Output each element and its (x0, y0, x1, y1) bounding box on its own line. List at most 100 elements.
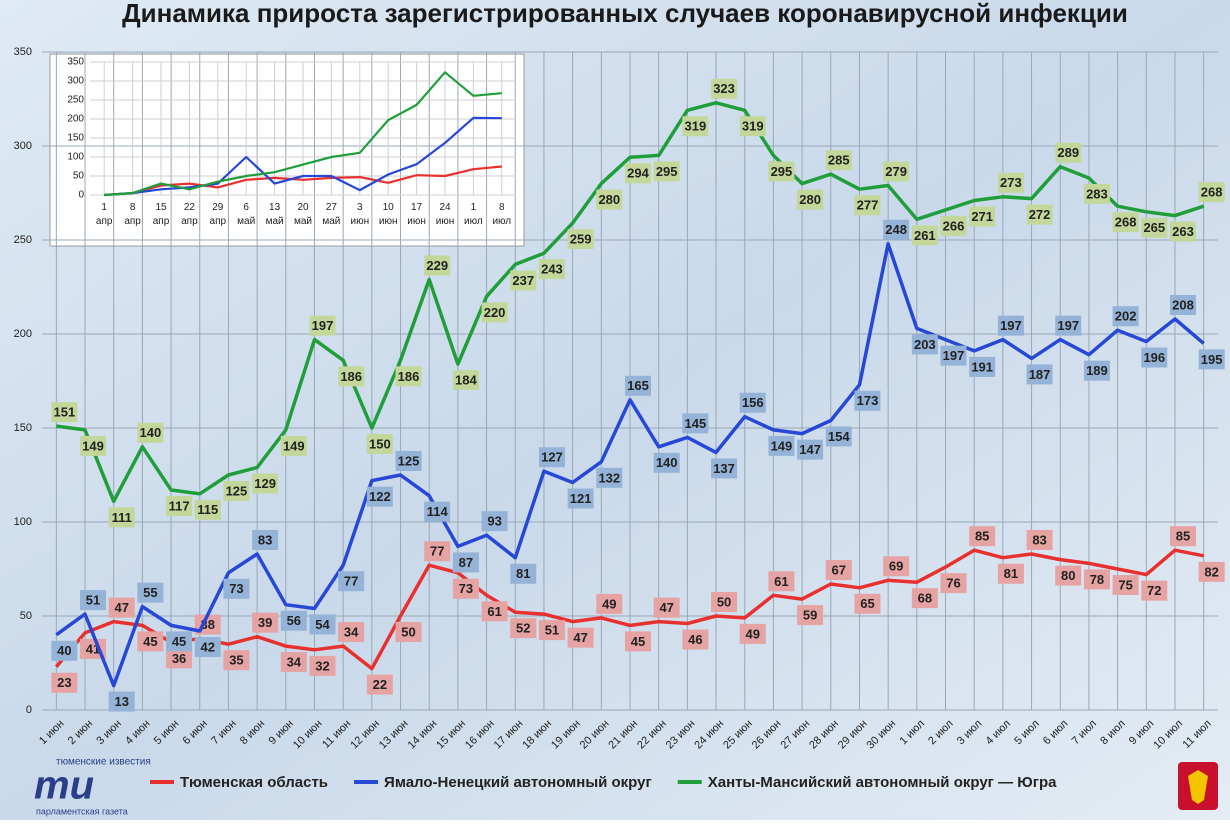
data-label: 197 (943, 348, 965, 363)
x-tick-label: 27 май (322, 202, 340, 227)
y-tick-label: 350 (67, 57, 84, 68)
brand-bottom: парламентская газета (36, 806, 128, 816)
data-label: 295 (771, 164, 793, 179)
data-label-box (80, 435, 107, 456)
data-label-box (1055, 565, 1082, 586)
series-line (55, 242, 1205, 688)
data-label-box (366, 486, 393, 507)
data-label: 50 (717, 594, 731, 609)
data-label-box (768, 161, 795, 182)
data-label: 186 (398, 369, 420, 384)
data-label-box (395, 622, 422, 642)
data-label: 319 (685, 119, 707, 134)
data-label: 52 (516, 621, 530, 636)
data-label-box (1169, 526, 1196, 547)
data-label: 268 (1201, 185, 1223, 200)
data-label-box (911, 588, 938, 609)
chart-title: Динамика прироста зарегистрированных слу… (122, 0, 1128, 28)
data-label: 111 (112, 510, 132, 525)
data-label-box (739, 392, 766, 413)
y-tick-label: 0 (78, 190, 84, 201)
data-label: 50 (401, 624, 415, 639)
data-label-box (653, 597, 680, 618)
data-label-box (538, 620, 565, 641)
y-tick-label: 150 (67, 133, 84, 144)
data-label-box (223, 481, 250, 501)
data-label-box (711, 458, 738, 479)
data-label-box (309, 315, 336, 336)
data-label-box (969, 356, 996, 377)
x-tick-label: 24 июн (436, 202, 455, 227)
data-label-box (338, 571, 365, 592)
data-label-box (797, 189, 824, 210)
y-tick-label: 0 (26, 704, 32, 716)
data-label-box (567, 488, 594, 509)
data-label-box (280, 652, 307, 673)
data-label: 145 (685, 416, 707, 431)
data-label-box (424, 541, 451, 562)
data-label: 45 (143, 634, 157, 649)
data-label-box (1112, 306, 1139, 327)
data-label: 203 (914, 337, 936, 352)
data-label-box (883, 556, 910, 577)
data-label: 75 (1118, 577, 1132, 592)
data-label: 149 (82, 438, 104, 453)
data-label: 69 (889, 559, 903, 574)
data-label-box (51, 672, 78, 693)
data-label: 196 (1143, 350, 1165, 365)
data-label-box (1026, 204, 1053, 225)
data-label-box (1083, 360, 1110, 381)
data-label: 45 (172, 634, 186, 649)
data-label-box (940, 573, 967, 594)
data-label: 125 (398, 453, 420, 468)
data-label: 42 (201, 639, 215, 654)
data-label-box (854, 195, 881, 216)
data-label: 32 (315, 658, 329, 673)
brand-mark: ти (34, 764, 94, 808)
data-label-box (252, 529, 279, 550)
data-label: 125 (226, 483, 248, 498)
data-label-box (940, 215, 967, 236)
data-label: 85 (975, 529, 989, 544)
data-label: 271 (971, 209, 993, 224)
data-label: 72 (1147, 583, 1161, 598)
data-label: 49 (745, 626, 759, 641)
data-label: 54 (315, 617, 330, 632)
data-label-box (51, 640, 78, 661)
data-label: 45 (631, 634, 645, 649)
data-label-box (481, 511, 508, 532)
brand-top: тюменские известия (56, 757, 151, 768)
data-label-box (366, 674, 393, 695)
data-label: 68 (918, 591, 932, 606)
data-label: 36 (172, 651, 186, 666)
x-tick-label: 29 апр (210, 202, 227, 227)
x-tick-label: 1 июл (464, 202, 483, 227)
data-label: 237 (512, 273, 534, 288)
data-label-box (1141, 217, 1168, 238)
data-label-box (309, 614, 336, 635)
y-tick-label: 350 (14, 46, 32, 58)
data-label-box (395, 366, 422, 387)
data-label: 47 (659, 600, 673, 615)
data-label-box (1169, 294, 1196, 315)
data-label-box (166, 648, 193, 669)
data-label-box (452, 370, 479, 391)
data-label: 285 (828, 153, 850, 168)
x-tick-label: 22 апр (181, 202, 198, 227)
data-label-box (711, 592, 738, 612)
data-label-box (825, 426, 852, 447)
data-label: 184 (455, 373, 477, 388)
data-label: 61 (774, 574, 788, 589)
x-tick-label: 17 июн (407, 202, 426, 227)
data-label: 73 (459, 581, 473, 596)
data-label-box (1026, 529, 1053, 550)
data-label: 76 (946, 576, 960, 591)
data-label: 263 (1172, 224, 1194, 239)
data-label-box (768, 435, 795, 456)
x-tick-label: 8 апр (124, 202, 141, 227)
data-label: 259 (570, 232, 592, 247)
data-label-box (940, 345, 967, 366)
data-label-box (825, 560, 852, 581)
data-label: 279 (885, 164, 907, 179)
